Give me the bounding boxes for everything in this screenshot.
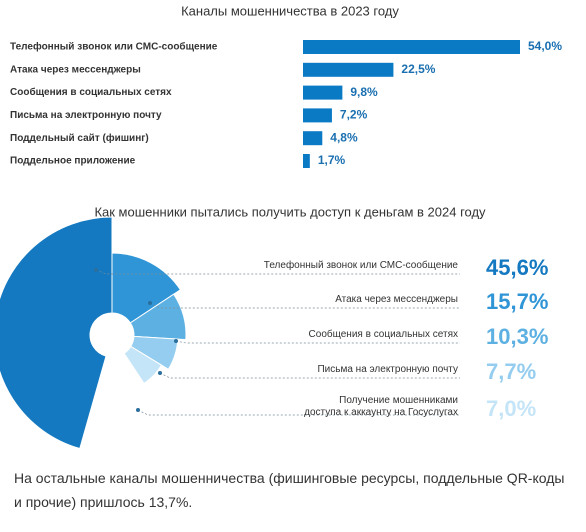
segment-label: Сообщения в социальных сетях (308, 329, 458, 340)
pie-segment (111, 252, 182, 324)
segment-label: Телефонный звонок или СМС-сообщение (263, 260, 458, 271)
value-label: 7,0% (486, 396, 537, 421)
leader-dot (148, 301, 152, 305)
value-label: 4,8% (330, 130, 358, 144)
leader-dot (94, 268, 98, 272)
segment-label: Атака через мессенджеры (335, 294, 458, 305)
bar (303, 108, 332, 123)
bar (303, 62, 394, 77)
bar-label: Поддельное приложение (10, 156, 136, 167)
pie-segment (0, 216, 113, 450)
bar (303, 85, 343, 100)
footnote: На остальные каналы мошенничества (фишин… (14, 470, 565, 510)
leader-line (175, 340, 460, 344)
value-label: 9,8% (350, 85, 378, 99)
bar-label: Поддельный сайт (фишинг) (10, 132, 149, 144)
leader-dot (174, 339, 178, 343)
pie-segment (129, 293, 187, 341)
leader-line (159, 372, 460, 379)
value-label: 15,7% (486, 289, 549, 314)
value-label: 10,3% (486, 324, 549, 349)
bar-label: Письма на электронную почту (10, 110, 162, 121)
value-label: 7,2% (340, 108, 368, 122)
bar-label: Атака через мессенджеры (10, 64, 141, 75)
bar (303, 131, 323, 146)
value-label: 45,6% (486, 255, 549, 280)
chart-title: Каналы мошенничества в 2023 году (181, 3, 399, 18)
segment-label: Письма на электронную почту (317, 364, 458, 375)
bar-label: Сообщения в социальных сетях (10, 86, 172, 98)
value-label: 1,7% (318, 153, 346, 167)
leader-dot (136, 408, 140, 412)
value-label: 54,0% (528, 39, 562, 53)
chart-title: Как мошенники пытались получить доступ к… (94, 204, 486, 219)
value-label: 22,5% (401, 62, 435, 76)
pie-segment (123, 345, 163, 385)
bar (303, 154, 310, 168)
segment-label: Получение мошенниками доступа к аккаунту… (304, 395, 458, 418)
bar (303, 40, 520, 54)
leader-dot (158, 371, 162, 375)
value-label: 7,7% (486, 359, 537, 384)
bar-label: Телефонный звонок или СМС-сообщение (10, 41, 218, 53)
